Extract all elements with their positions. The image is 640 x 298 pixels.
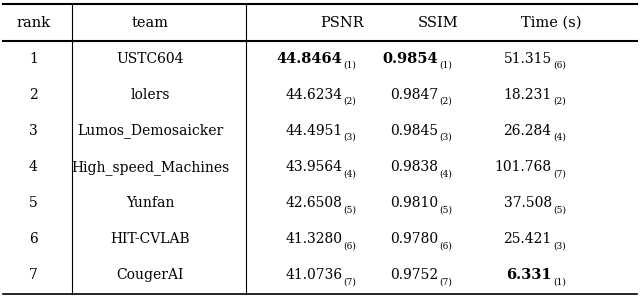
Text: 2: 2	[29, 88, 38, 102]
Text: (6): (6)	[440, 241, 452, 250]
Text: 6.331: 6.331	[506, 268, 552, 283]
Text: (7): (7)	[440, 277, 452, 286]
Text: team: team	[132, 15, 169, 30]
Text: 0.9838: 0.9838	[390, 160, 438, 174]
Text: 51.315: 51.315	[504, 52, 552, 66]
Text: 25.421: 25.421	[504, 232, 552, 246]
Text: SSIM: SSIM	[418, 15, 459, 30]
Text: (2): (2)	[344, 97, 356, 106]
Text: (7): (7)	[344, 277, 356, 286]
Text: rank: rank	[16, 15, 51, 30]
Text: 18.231: 18.231	[504, 88, 552, 102]
Text: 44.8464: 44.8464	[276, 52, 342, 66]
Text: 6: 6	[29, 232, 38, 246]
Text: 44.4951: 44.4951	[285, 124, 342, 138]
Text: (4): (4)	[440, 169, 452, 178]
Text: (6): (6)	[553, 61, 566, 70]
Text: (4): (4)	[553, 133, 566, 142]
Text: 0.9810: 0.9810	[390, 196, 438, 210]
Text: 41.0736: 41.0736	[285, 268, 342, 283]
Text: 0.9752: 0.9752	[390, 268, 438, 283]
Text: Lumos_Demosaicker: Lumos_Demosaicker	[77, 123, 223, 138]
Text: Time (s): Time (s)	[522, 15, 582, 30]
Text: (7): (7)	[553, 169, 566, 178]
Text: lolers: lolers	[131, 88, 170, 102]
Text: PSNR: PSNR	[321, 15, 364, 30]
Text: 5: 5	[29, 196, 38, 210]
Text: (3): (3)	[553, 241, 566, 250]
Text: (5): (5)	[344, 205, 356, 214]
Text: 0.9845: 0.9845	[390, 124, 438, 138]
Text: (4): (4)	[344, 169, 356, 178]
Text: (5): (5)	[440, 205, 452, 214]
Text: 4: 4	[29, 160, 38, 174]
Text: 1: 1	[29, 52, 38, 66]
Text: (5): (5)	[553, 205, 566, 214]
Text: (6): (6)	[344, 241, 356, 250]
Text: 41.3280: 41.3280	[285, 232, 342, 246]
Text: Yunfan: Yunfan	[126, 196, 175, 210]
Text: 7: 7	[29, 268, 38, 283]
Text: High_speed_Machines: High_speed_Machines	[71, 160, 230, 175]
Text: (1): (1)	[553, 277, 566, 286]
Text: 0.9780: 0.9780	[390, 232, 438, 246]
Text: 3: 3	[29, 124, 38, 138]
Text: 0.9854: 0.9854	[383, 52, 438, 66]
Text: 0.9847: 0.9847	[390, 88, 438, 102]
Text: 37.508: 37.508	[504, 196, 552, 210]
Text: 26.284: 26.284	[504, 124, 552, 138]
Text: 101.768: 101.768	[495, 160, 552, 174]
Text: 44.6234: 44.6234	[285, 88, 342, 102]
Text: USTC604: USTC604	[116, 52, 184, 66]
Text: (1): (1)	[344, 61, 356, 70]
Text: (3): (3)	[344, 133, 356, 142]
Text: (1): (1)	[440, 61, 452, 70]
Text: 43.9564: 43.9564	[285, 160, 342, 174]
Text: CougerAI: CougerAI	[116, 268, 184, 283]
Text: (2): (2)	[553, 97, 566, 106]
Text: HIT-CVLAB: HIT-CVLAB	[111, 232, 190, 246]
Text: (2): (2)	[440, 97, 452, 106]
Text: 42.6508: 42.6508	[285, 196, 342, 210]
Text: (3): (3)	[440, 133, 452, 142]
